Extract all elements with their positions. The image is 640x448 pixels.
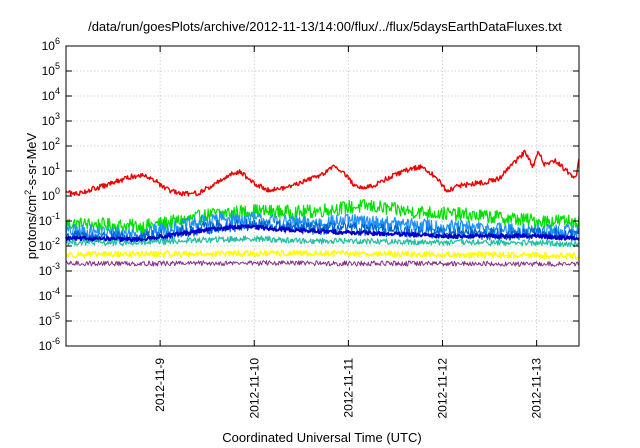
y-tick-label: 10-3 bbox=[39, 261, 60, 278]
x-tick-label: 2012-11-11 bbox=[341, 358, 355, 418]
y-axis: 10-6 10-5 10-4 10-3 10-2 10-1 100 101 102 103 104 1… bbox=[39, 36, 579, 353]
x-tick-label: 2012-11-13 bbox=[530, 358, 544, 419]
series-line bbox=[65, 199, 580, 235]
y-tick-label: 10-4 bbox=[39, 286, 60, 303]
y-tick-label: 104 bbox=[42, 86, 60, 103]
y-tick-label: 106 bbox=[42, 36, 60, 53]
series-line bbox=[65, 249, 580, 260]
y-tick-label: 105 bbox=[42, 61, 60, 78]
y-axis-label: protons/cm2-s-sr-MeV bbox=[23, 132, 39, 259]
y-tick-label: 10-2 bbox=[39, 236, 60, 253]
y-tick-label: 10-1 bbox=[39, 211, 60, 228]
y-tick-label: 101 bbox=[42, 161, 60, 178]
chart-title: /data/run/goesPlots/archive/2012-11-13/1… bbox=[88, 19, 562, 34]
y-tick-label: 10-6 bbox=[39, 336, 60, 353]
y-tick-label: 10-5 bbox=[39, 311, 60, 328]
series-layer bbox=[65, 149, 580, 267]
series-line bbox=[65, 260, 580, 267]
x-axis: 2012-11-9 2012-11-10 2012-11-11 2012-11-12 2… bbox=[153, 46, 544, 419]
series-line bbox=[65, 211, 580, 241]
y-tick-label: 100 bbox=[42, 186, 60, 203]
x-tick-label: 2012-11-10 bbox=[247, 358, 261, 419]
x-tick-label: 2012-11-12 bbox=[436, 358, 450, 419]
y-tick-label: 102 bbox=[42, 136, 60, 153]
x-axis-label: Coordinated Universal Time (UTC) bbox=[222, 430, 421, 445]
y-tick-label: 103 bbox=[42, 111, 60, 128]
series-line bbox=[65, 224, 580, 243]
series-line bbox=[65, 149, 580, 197]
grid-lines bbox=[66, 46, 579, 346]
x-tick-label: 2012-11-9 bbox=[153, 358, 167, 412]
series-line bbox=[65, 235, 580, 248]
